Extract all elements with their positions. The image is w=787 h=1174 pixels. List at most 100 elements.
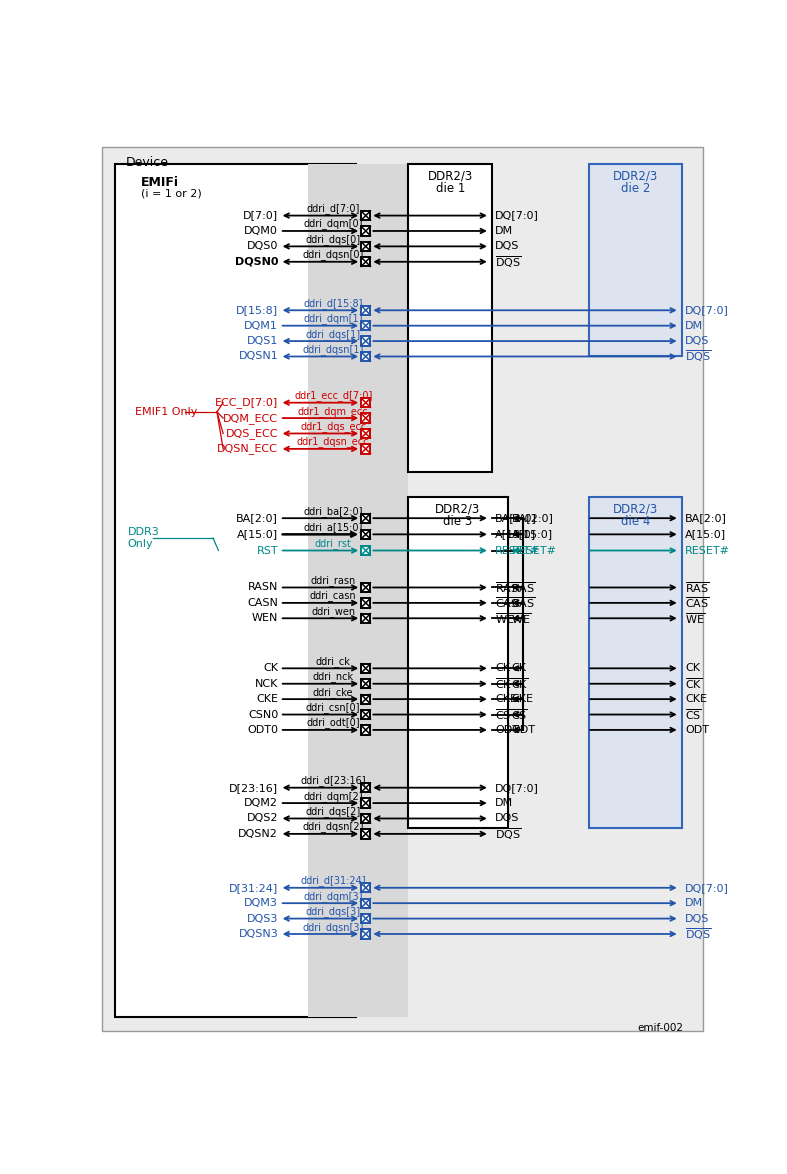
Text: A[15:0]: A[15:0] (237, 529, 278, 539)
Text: ODT0: ODT0 (247, 724, 278, 735)
Text: ECC_D[7:0]: ECC_D[7:0] (215, 397, 278, 409)
Text: EMIF1 Only: EMIF1 Only (135, 407, 198, 417)
Text: ddri_dqm[0]: ddri_dqm[0] (304, 218, 363, 229)
Text: DDR2/3: DDR2/3 (427, 170, 473, 183)
Bar (361, 305, 371, 315)
Text: die 3: die 3 (443, 514, 473, 528)
Text: CKE: CKE (512, 694, 534, 704)
Text: DQ[7:0]: DQ[7:0] (495, 783, 539, 792)
Text: DQSN2: DQSN2 (238, 829, 278, 839)
Text: $\overline{\mathrm{DQS}}$: $\overline{\mathrm{DQS}}$ (685, 349, 711, 364)
Text: $\overline{\mathrm{CK}}$: $\overline{\mathrm{CK}}$ (685, 676, 702, 691)
Text: ddri_dqs[2]: ddri_dqs[2] (305, 807, 360, 817)
Bar (361, 337, 371, 345)
Text: CKE: CKE (685, 694, 707, 704)
Text: ddri_d[31:24]: ddri_d[31:24] (301, 876, 366, 886)
Text: ddri_ck: ddri_ck (316, 656, 351, 667)
Text: DQM3: DQM3 (244, 898, 278, 909)
Text: ddri_dqm[1]: ddri_dqm[1] (304, 313, 363, 324)
Text: CASN: CASN (247, 598, 278, 608)
Text: DM: DM (685, 898, 703, 909)
Text: DM: DM (685, 321, 703, 331)
Text: DQ[7:0]: DQ[7:0] (685, 883, 729, 892)
Bar (361, 614, 371, 623)
Text: ddr1_ecc_d[7:0]: ddr1_ecc_d[7:0] (294, 390, 372, 402)
Bar (361, 321, 371, 330)
Text: DQM0: DQM0 (244, 225, 278, 236)
Bar (116, 164, 356, 1017)
Text: ddri_dqs[3]: ddri_dqs[3] (305, 906, 360, 917)
Bar (361, 211, 371, 221)
Text: $\overline{\mathrm{CS}}$: $\overline{\mathrm{CS}}$ (685, 707, 702, 722)
Text: CK: CK (263, 663, 278, 674)
Text: emif-002: emif-002 (637, 1023, 683, 1033)
Text: ddri_rst: ddri_rst (315, 538, 352, 549)
Text: DM: DM (495, 798, 513, 808)
Text: RESET#: RESET# (495, 546, 540, 555)
Text: (i = 1 or 2): (i = 1 or 2) (141, 189, 201, 198)
Text: DQS3: DQS3 (247, 913, 278, 924)
Bar (361, 883, 371, 892)
Bar (361, 444, 371, 453)
Text: DDR3: DDR3 (127, 527, 160, 537)
Text: A[15:0]: A[15:0] (495, 529, 536, 539)
Bar (408, 164, 492, 472)
Bar (361, 242, 371, 251)
Text: A[15:0]: A[15:0] (512, 529, 552, 539)
Text: ddri_cke: ddri_cke (313, 687, 353, 697)
Text: $\overline{\mathrm{DQS}}$: $\overline{\mathrm{DQS}}$ (495, 254, 522, 270)
Bar (361, 783, 371, 792)
Text: D[23:16]: D[23:16] (229, 783, 278, 792)
Bar (361, 898, 371, 908)
Text: $\overline{\mathrm{CAS}}$: $\overline{\mathrm{CAS}}$ (685, 595, 710, 610)
Text: DQ[7:0]: DQ[7:0] (685, 305, 729, 316)
Text: die 1: die 1 (435, 182, 465, 195)
Text: $\overline{\mathrm{DQS}}$: $\overline{\mathrm{DQS}}$ (495, 826, 522, 842)
Text: DQSN_ECC: DQSN_ECC (217, 444, 278, 454)
Text: ddr1_dqsn_ecc: ddr1_dqsn_ecc (297, 437, 369, 447)
Text: EMIFi: EMIFi (141, 176, 179, 189)
Text: ddri_dqs[1]: ddri_dqs[1] (305, 329, 360, 339)
Text: $\overline{\mathrm{WE}}$: $\overline{\mathrm{WE}}$ (495, 610, 515, 626)
Text: ddri_dqsn[1]: ddri_dqsn[1] (302, 344, 364, 355)
Text: DQM1: DQM1 (244, 321, 278, 331)
Bar (361, 679, 371, 688)
Text: RESET#: RESET# (512, 546, 556, 555)
Bar (361, 599, 371, 607)
Text: ddri_wen: ddri_wen (311, 606, 355, 616)
Text: ddri_nck: ddri_nck (312, 672, 354, 682)
Text: RESET#: RESET# (685, 546, 730, 555)
Text: $\overline{\mathrm{WE}}$: $\overline{\mathrm{WE}}$ (512, 610, 531, 626)
Text: A[15:0]: A[15:0] (685, 529, 726, 539)
Text: CSN0: CSN0 (248, 709, 278, 720)
Text: $\overline{\mathrm{RAS}}$: $\overline{\mathrm{RAS}}$ (512, 580, 536, 595)
Bar (589, 164, 682, 357)
Text: DDR2/3: DDR2/3 (613, 502, 658, 515)
Text: DQS: DQS (685, 913, 709, 924)
Text: $\overline{\mathrm{RAS}}$: $\overline{\mathrm{RAS}}$ (495, 580, 519, 595)
Text: DQSN0: DQSN0 (235, 257, 278, 266)
Bar (361, 814, 371, 823)
Text: DQS: DQS (495, 814, 519, 823)
Text: ddri_d[15:8]: ddri_d[15:8] (304, 298, 363, 309)
Bar (361, 798, 371, 808)
Text: ddri_d[23:16]: ddri_d[23:16] (301, 775, 366, 787)
Text: ddri_a[15:0]: ddri_a[15:0] (304, 522, 363, 533)
Text: CK: CK (685, 663, 700, 674)
Text: BA[2:0]: BA[2:0] (495, 513, 537, 524)
Bar (361, 582, 371, 592)
Bar (361, 710, 371, 720)
Text: D[31:24]: D[31:24] (229, 883, 278, 892)
Text: ddri_ba[2:0]: ddri_ba[2:0] (304, 506, 363, 517)
Text: ddr1_dqs_ecc: ddr1_dqs_ecc (300, 421, 366, 432)
Text: NCK: NCK (255, 679, 278, 689)
Text: ddri_dqsn[2]: ddri_dqsn[2] (302, 822, 364, 832)
Text: RST: RST (257, 546, 278, 555)
Text: DM: DM (495, 225, 513, 236)
Text: ddri_dqs[0]: ddri_dqs[0] (305, 234, 360, 245)
Text: ddri_odt[0]: ddri_odt[0] (306, 717, 360, 728)
Bar (589, 497, 682, 828)
Text: $\overline{\mathrm{CK}}$: $\overline{\mathrm{CK}}$ (512, 676, 529, 691)
Text: DQS: DQS (685, 336, 709, 346)
Text: DDR2/3: DDR2/3 (613, 170, 658, 183)
